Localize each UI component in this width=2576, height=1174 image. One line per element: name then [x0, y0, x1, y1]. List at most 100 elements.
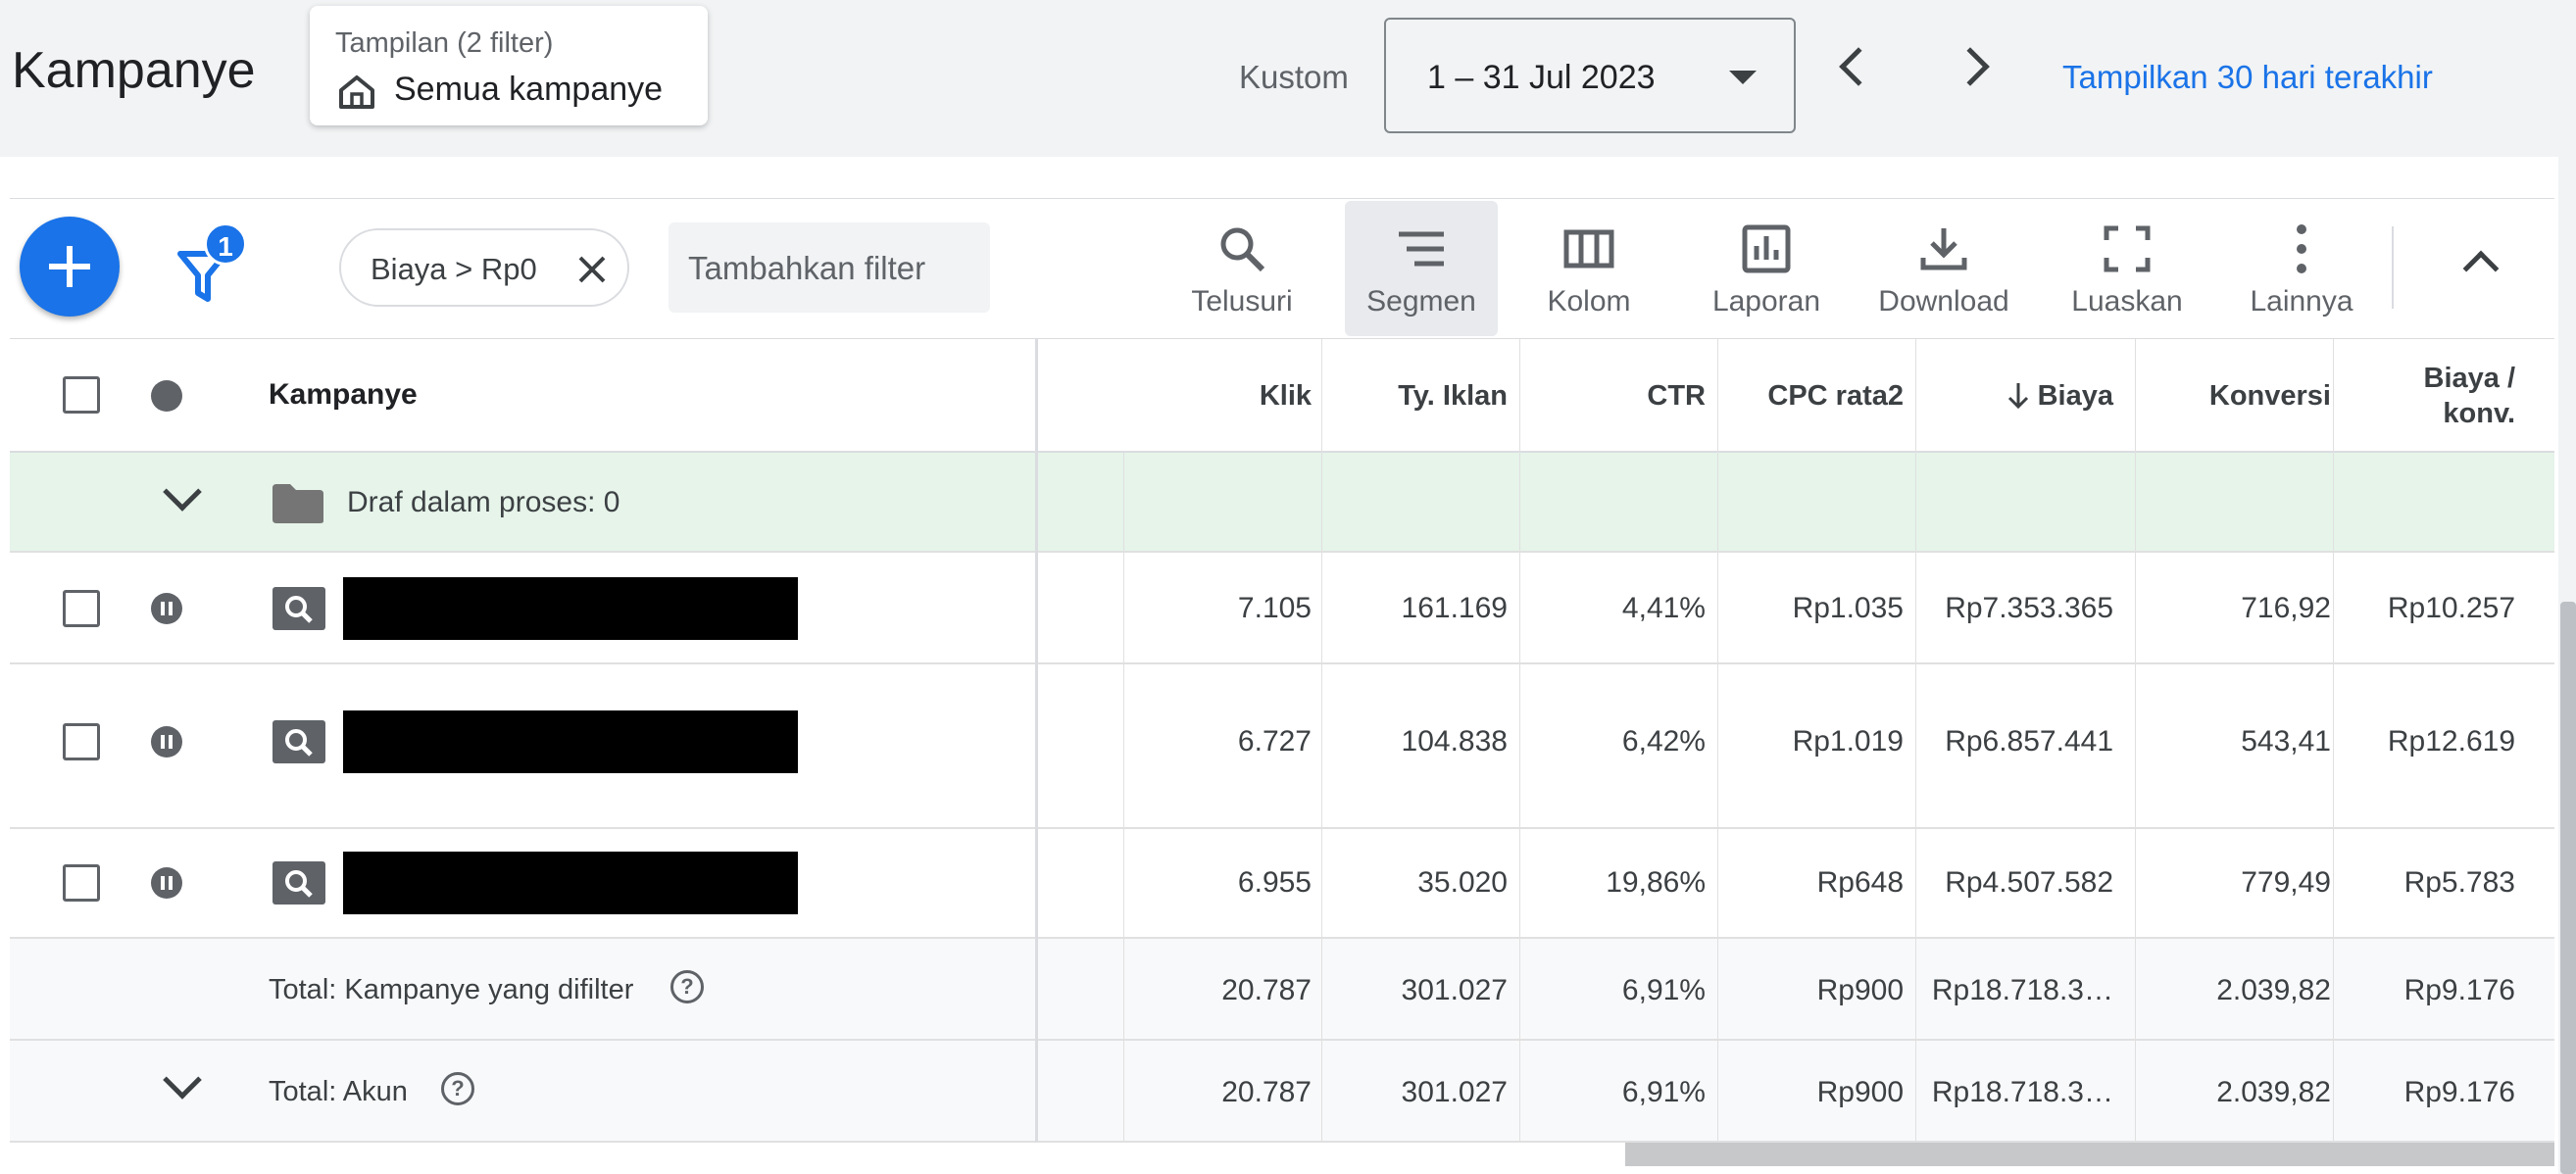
show-last-30-days-link[interactable]: Tampilkan 30 hari terakhir — [2062, 59, 2433, 95]
cell-cost: Rp4.507.582 — [1945, 866, 2113, 899]
cell-conversions: 543,41 — [2241, 725, 2331, 758]
filter-count-badge: 1 — [204, 222, 247, 266]
date-range-value: 1 – 31 Jul 2023 — [1427, 59, 1656, 96]
frozen-column-divider[interactable] — [1035, 339, 1038, 1143]
columns-tool-label: Kolom — [1547, 285, 1631, 318]
column-header-cost[interactable]: Biaya — [2006, 378, 2113, 414]
view-selector[interactable]: Tampilan (2 filter) Semua kampanye — [310, 6, 708, 125]
search-campaign-icon — [272, 587, 325, 630]
cell-cost: Rp6.857.441 — [1945, 725, 2113, 758]
cell-clicks: 20.787 — [1221, 1076, 1312, 1108]
column-header-clicks[interactable]: Klik — [1259, 380, 1312, 412]
next-period-icon[interactable] — [1951, 47, 1990, 86]
paused-status-icon[interactable] — [151, 593, 182, 624]
total-row-account: Total: Akun ? 20.787 301.027 6,91% Rp900… — [10, 1041, 2554, 1143]
column-header-impressions[interactable]: Ty. Iklan — [1398, 380, 1508, 412]
cell-ctr: 6,42% — [1621, 725, 1706, 758]
download-icon — [1920, 228, 1967, 270]
column-header-cost-per-conversion-line1: Biaya / — [2423, 363, 2516, 394]
horizontal-scrollbar[interactable] — [1625, 1143, 2554, 1166]
chevron-down-icon[interactable] — [163, 1060, 202, 1100]
column-divider — [2333, 339, 2334, 1143]
cell-clicks: 20.787 — [1221, 974, 1312, 1006]
redacted-campaign-name[interactable] — [343, 710, 798, 773]
cell-conversions: 716,92 — [2241, 592, 2331, 624]
vertical-scrollbar-thumb[interactable] — [2560, 602, 2576, 1174]
report-tool-button[interactable]: Laporan — [1682, 201, 1851, 336]
cell-avg-cpc: Rp900 — [1816, 1076, 1904, 1108]
row-checkbox[interactable] — [63, 590, 100, 627]
column-divider — [1519, 339, 1520, 1143]
segment-icon — [1399, 231, 1444, 267]
column-header-avg-cpc[interactable]: CPC rata2 — [1767, 380, 1904, 412]
segment-tool-button[interactable]: Segmen — [1345, 201, 1498, 336]
date-range-picker[interactable]: 1 – 31 Jul 2023 — [1384, 18, 1796, 133]
column-divider — [1915, 339, 1916, 1143]
more-tool-label: Lainnya — [2250, 285, 2353, 318]
help-icon[interactable]: ? — [670, 970, 704, 1003]
cell-cost-per-conversion: Rp10.257 — [2387, 592, 2515, 624]
date-preset-label: Kustom — [1239, 59, 1349, 95]
previous-period-icon[interactable] — [1839, 47, 1878, 86]
column-header-cost-per-conversion-line2: konv. — [2443, 398, 2515, 429]
cell-avg-cpc: Rp648 — [1816, 866, 1904, 899]
chevron-down-icon[interactable] — [163, 472, 202, 512]
row-checkbox[interactable] — [63, 723, 100, 760]
table-row[interactable]: 7.105 161.169 4,41% Rp1.035 Rp7.353.365 … — [10, 553, 2554, 664]
active-filter-chip[interactable]: Biaya > Rp0 — [339, 228, 629, 307]
total-filtered-label: Total: Kampanye yang difilter — [269, 974, 634, 1005]
active-filter-label: Biaya > Rp0 — [371, 252, 537, 286]
expand-tool-button[interactable]: Luaskan — [2058, 201, 2196, 336]
cell-cost: Rp7.353.365 — [1945, 592, 2113, 624]
draft-label: Draf dalam proses: 0 — [347, 486, 620, 518]
redacted-campaign-name[interactable] — [343, 852, 798, 914]
cell-ctr: 19,86% — [1606, 866, 1706, 899]
page-title: Kampanye — [12, 42, 256, 99]
select-all-checkbox[interactable] — [63, 376, 100, 414]
paused-status-icon[interactable] — [151, 726, 182, 758]
redacted-campaign-name[interactable] — [343, 577, 798, 640]
report-icon — [1742, 224, 1791, 273]
column-header-conversions[interactable]: Konversi — [2208, 380, 2331, 412]
help-icon[interactable]: ? — [441, 1072, 474, 1105]
columns-tool-button[interactable]: Kolom — [1525, 201, 1653, 336]
cell-conversions: 779,49 — [2241, 866, 2331, 899]
cell-clicks: 7.105 — [1237, 592, 1312, 624]
more-tool-button[interactable]: Lainnya — [2231, 201, 2372, 336]
add-campaign-button[interactable] — [20, 217, 120, 317]
draft-row[interactable]: Draf dalam proses: 0 — [10, 453, 2554, 553]
more-icon — [2297, 224, 2306, 273]
row-checkbox[interactable] — [63, 864, 100, 902]
expand-tool-label: Luaskan — [2071, 285, 2183, 318]
cell-cost: Rp18.718.3… — [1931, 1076, 2113, 1108]
cell-cost-per-conversion: Rp12.619 — [2387, 725, 2515, 758]
cell-impressions: 301.027 — [1401, 974, 1508, 1006]
download-tool-button[interactable]: Download — [1870, 201, 2017, 336]
search-tool-button[interactable]: Telusuri — [1172, 201, 1312, 336]
cell-impressions: 161.169 — [1401, 592, 1508, 624]
view-selector-subtitle: Tampilan (2 filter) — [335, 27, 554, 59]
table-row[interactable]: 6.727 104.838 6,42% Rp1.019 Rp6.857.441 … — [10, 664, 2554, 829]
dropdown-arrow-icon — [1729, 71, 1757, 84]
cell-avg-cpc: Rp1.019 — [1792, 725, 1904, 758]
add-filter-button[interactable]: Tambahkan filter — [669, 222, 990, 313]
table-row[interactable]: 6.955 35.020 19,86% Rp648 Rp4.507.582 77… — [10, 829, 2554, 939]
folder-icon — [272, 484, 323, 523]
column-header-ctr[interactable]: CTR — [1647, 380, 1706, 412]
toolbar-divider — [2392, 226, 2394, 309]
table-toolbar: 1 Biaya > Rp0 Tambahkan filter Telusuri … — [10, 198, 2554, 339]
column-header-cost-per-conversion[interactable]: Biaya / konv. — [2424, 361, 2516, 431]
column-divider — [1717, 339, 1718, 1143]
page-header: Kampanye Tampilan (2 filter) Semua kampa… — [0, 0, 2576, 157]
cell-avg-cpc: Rp900 — [1816, 974, 1904, 1006]
expand-icon — [2104, 225, 2151, 272]
column-header-campaign[interactable]: Kampanye — [269, 378, 418, 411]
cell-cost-per-conversion: Rp9.176 — [2403, 974, 2515, 1006]
paused-status-icon[interactable] — [151, 867, 182, 899]
add-filter-label: Tambahkan filter — [688, 250, 926, 286]
cell-impressions: 301.027 — [1401, 1076, 1508, 1108]
cell-ctr: 6,91% — [1621, 974, 1706, 1006]
close-icon[interactable] — [572, 250, 612, 289]
column-divider — [2135, 339, 2136, 1143]
collapse-icon[interactable] — [2462, 250, 2500, 287]
